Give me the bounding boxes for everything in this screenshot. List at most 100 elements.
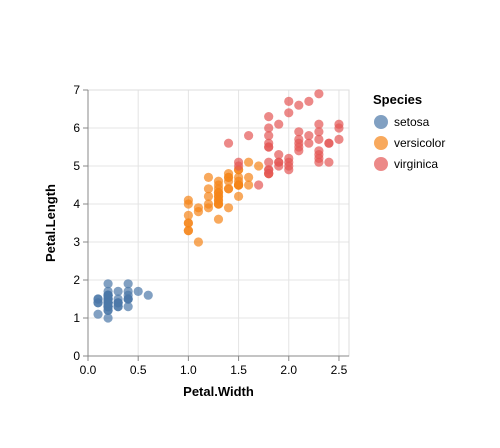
y-tick-label: 6 [73, 121, 80, 135]
point-virginica [314, 127, 324, 137]
point-setosa [93, 298, 103, 308]
point-versicolor [233, 191, 244, 201]
x-axis: 0.0 0.5 1.0 1.5 2.0 2.5 [80, 355, 349, 377]
point-setosa [133, 286, 143, 296]
grid-lines [87, 89, 350, 357]
point-versicolor [203, 172, 214, 182]
legend-swatch-setosa [374, 115, 388, 129]
y-tick-label: 5 [73, 159, 80, 173]
x-tick-label: 2.0 [280, 363, 297, 377]
point-virginica [254, 180, 264, 190]
point-setosa [123, 279, 133, 289]
point-virginica [314, 134, 324, 144]
point-virginica [284, 96, 294, 106]
legend-label-virginica: virginica [394, 157, 438, 171]
y-tick-label: 4 [73, 197, 80, 211]
point-virginica [264, 131, 274, 141]
point-versicolor [223, 169, 234, 179]
point-virginica [264, 123, 274, 133]
point-virginica [294, 127, 304, 137]
x-tick-label: 1.5 [230, 363, 247, 377]
point-virginica [314, 89, 324, 99]
point-virginica [304, 138, 314, 148]
y-axis-title: Petal.Length [43, 184, 58, 262]
legend: Species setosa versicolor virginica [373, 92, 445, 171]
point-virginica [334, 119, 344, 129]
point-versicolor [213, 188, 224, 198]
x-tick-label: 1.0 [180, 363, 197, 377]
point-setosa [103, 298, 113, 308]
point-setosa [93, 309, 103, 319]
point-virginica [264, 142, 274, 152]
y-tick-label: 0 [73, 349, 80, 363]
point-setosa [143, 290, 153, 300]
point-virginica [324, 138, 334, 148]
point-virginica [314, 119, 324, 129]
legend-title: Species [373, 92, 422, 107]
point-setosa [123, 302, 133, 312]
point-virginica [264, 157, 274, 167]
point-versicolor [203, 184, 214, 194]
point-virginica [314, 153, 324, 163]
point-virginica [274, 161, 284, 171]
point-setosa [123, 294, 133, 304]
point-versicolor [183, 226, 193, 236]
point-virginica [233, 157, 244, 167]
point-virginica [264, 112, 274, 122]
x-tick-label: 0.5 [130, 363, 147, 377]
x-axis-title: Petal.Width [183, 384, 254, 399]
point-versicolor [244, 157, 254, 167]
point-setosa [113, 298, 123, 308]
y-tick-label: 2 [73, 273, 80, 287]
y-axis: 0 1 2 3 4 5 6 7 [73, 83, 89, 363]
point-virginica [294, 138, 304, 148]
point-versicolor [213, 176, 224, 186]
point-virginica [294, 146, 304, 156]
point-virginica [314, 146, 324, 156]
point-virginica [274, 119, 284, 129]
point-setosa [103, 279, 113, 289]
point-versicolor [233, 172, 244, 182]
point-virginica [223, 138, 234, 148]
point-versicolor [244, 180, 254, 190]
point-versicolor [223, 203, 234, 213]
point-virginica [324, 157, 334, 167]
point-versicolor [183, 218, 193, 228]
point-versicolor [254, 161, 264, 171]
point-virginica [244, 131, 254, 141]
y-tick-label: 3 [73, 235, 80, 249]
data-points [93, 89, 344, 323]
point-versicolor [183, 210, 193, 220]
point-versicolor [213, 214, 224, 224]
point-setosa [103, 313, 113, 323]
point-versicolor [244, 172, 254, 182]
x-tick-label: 2.5 [331, 363, 348, 377]
point-virginica [334, 134, 344, 144]
point-versicolor [223, 184, 234, 194]
point-virginica [284, 153, 294, 163]
point-versicolor [193, 237, 204, 247]
x-tick-label: 0.0 [80, 363, 97, 377]
point-versicolor [183, 195, 193, 205]
point-versicolor [203, 199, 214, 209]
legend-label-setosa: setosa [394, 115, 430, 129]
point-versicolor [193, 207, 204, 217]
point-virginica [274, 150, 284, 160]
point-versicolor [203, 191, 214, 201]
point-versicolor [223, 176, 234, 186]
point-versicolor [213, 195, 224, 205]
point-versicolor [233, 180, 244, 190]
point-virginica [294, 100, 304, 110]
y-tick-label: 1 [73, 311, 80, 325]
point-virginica [284, 165, 294, 175]
legend-label-versicolor: versicolor [394, 136, 445, 150]
legend-swatch-versicolor [374, 136, 388, 150]
point-virginica [264, 169, 274, 179]
y-tick-label: 7 [73, 83, 80, 97]
point-virginica [304, 131, 314, 141]
legend-swatch-virginica [374, 157, 388, 171]
point-virginica [304, 96, 314, 106]
point-virginica [284, 108, 294, 118]
point-setosa [113, 286, 123, 296]
